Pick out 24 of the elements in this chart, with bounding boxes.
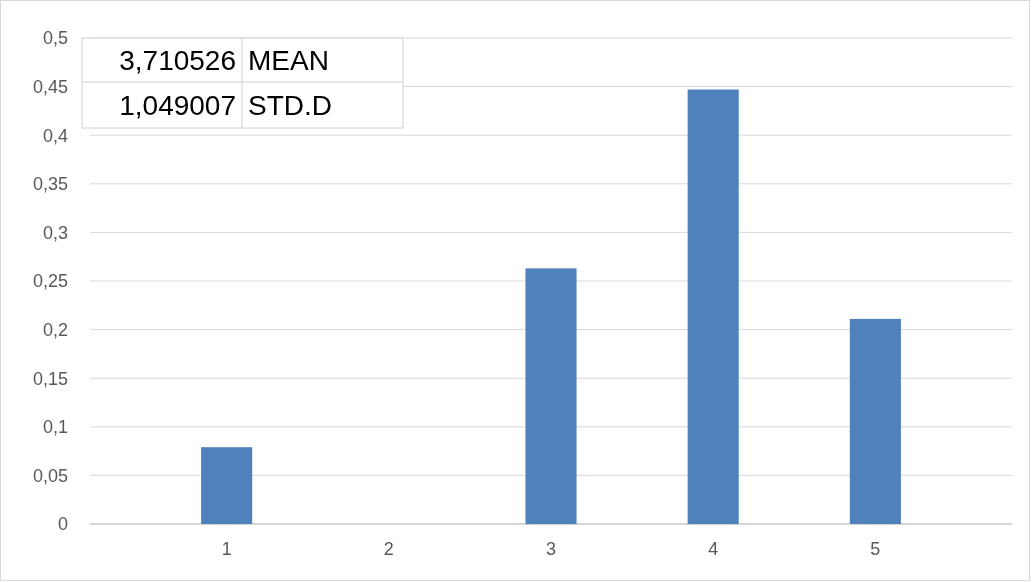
x-tick-label: 1 (221, 539, 232, 559)
y-tick-label: 0,2 (42, 319, 68, 340)
y-tick-label: 0,15 (32, 368, 68, 389)
annotation: STD.D (248, 89, 332, 121)
y-tick-label: 0 (57, 514, 68, 535)
y-tick-label: 0,3 (42, 222, 68, 243)
x-tick-label: 4 (708, 539, 719, 559)
bar (849, 318, 901, 524)
y-tick-label: 0,4 (42, 125, 68, 146)
x-tick-label: 2 (383, 539, 394, 559)
annotation: 1,049007 (119, 89, 236, 121)
bar (525, 268, 577, 524)
y-tick-label: 0,1 (42, 417, 68, 438)
bar (687, 89, 739, 524)
y-tick-label: 0,25 (32, 271, 68, 292)
annotation: 3,710526 (119, 44, 236, 76)
y-tick-label: 0,5 (42, 28, 68, 49)
y-tick-label: 0,05 (32, 465, 68, 486)
x-tick-label: 3 (545, 539, 557, 559)
annotation: MEAN (248, 44, 329, 76)
y-tick-label: 0,45 (32, 76, 68, 97)
y-tick-label: 0,35 (32, 174, 68, 195)
x-tick-label: 5 (870, 539, 881, 559)
bar (201, 447, 253, 524)
